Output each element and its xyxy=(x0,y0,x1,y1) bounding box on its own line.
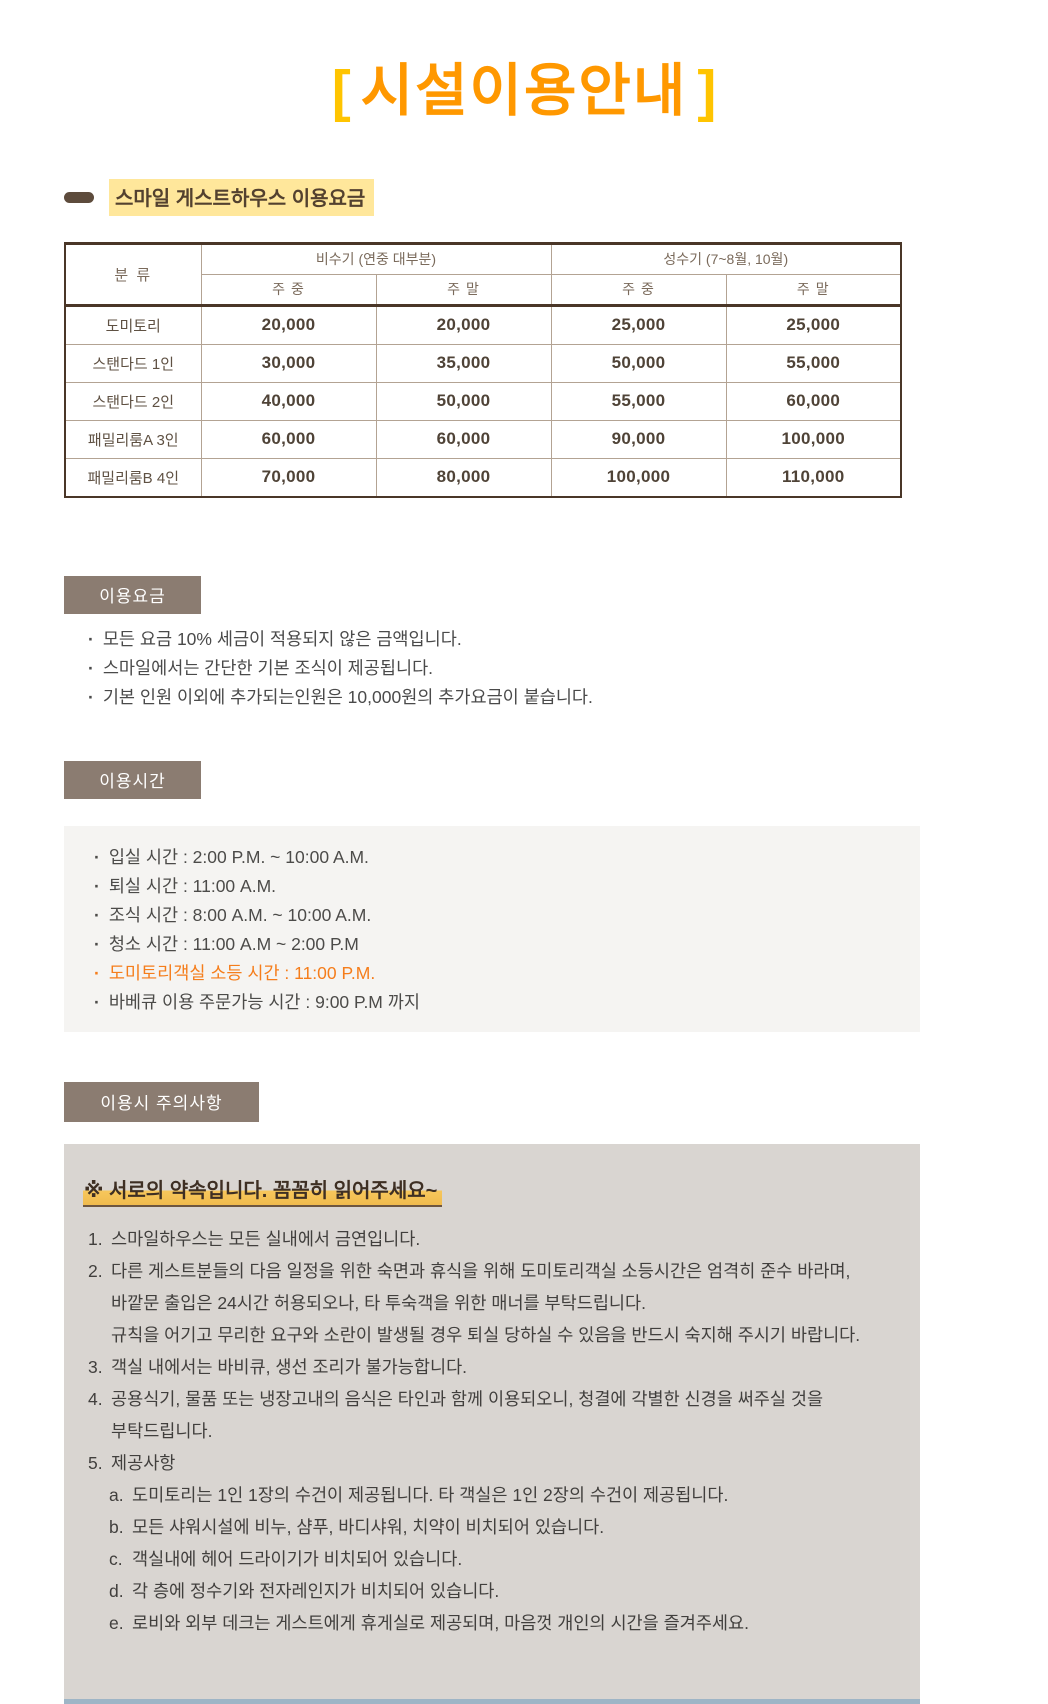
pricing-heading-label: 스마일 게스트하우스 이용요금 xyxy=(109,178,375,216)
hours-item: 퇴실 시간 : 11:00 A.M. xyxy=(94,872,920,901)
room-type: 도미토리 xyxy=(64,304,202,345)
hours-badge: 이용시간 xyxy=(64,760,201,799)
page-title: [시설이용안내] xyxy=(0,0,1048,133)
fee-item: 스마일에서는 간단한 기본 조식이 제공됩니다. xyxy=(88,654,1048,683)
notice-item: 4. 공용식기, 물품 또는 냉장고내의 음식은 타인과 함께 이용되오니, 청… xyxy=(88,1388,824,1409)
fees-list: 모든 요금 10% 세금이 적용되지 않은 금액입니다. 스마일에서는 간단한 … xyxy=(88,625,1048,712)
price-cell: 40,000 xyxy=(200,381,377,421)
price-cell: 55,000 xyxy=(725,343,902,383)
notice-sub-item: a. 도미토리는 1인 1장의 수건이 제공됩니다. 타 객실은 1인 2장의 … xyxy=(109,1484,729,1505)
price-cell: 70,000 xyxy=(200,457,377,498)
promise-heading-text: ※ 서로의 약속입니다. 꼼꼼히 읽어주세요~ xyxy=(83,1179,443,1207)
table-row: 도미토리 20,000 20,000 25,000 25,000 xyxy=(64,304,902,345)
table-row: 스탠다드 1인 30,000 35,000 50,000 55,000 xyxy=(64,343,902,383)
price-cell: 25,000 xyxy=(725,304,902,345)
price-cell: 55,000 xyxy=(550,381,727,421)
room-type: 패밀리룸A 3인 xyxy=(64,419,202,459)
hours-item-lights-out: 도미토리객실 소등 시간 : 11:00 P.M. xyxy=(94,959,920,988)
table-header-weekend: 주 말 xyxy=(725,273,902,307)
table-sub-header-row: 주 중 주 말 주 중 주 말 xyxy=(65,273,902,307)
price-cell: 20,000 xyxy=(375,304,552,345)
notice-item: 3. 객실 내에서는 바비큐, 생선 조리가 불가능합니다. xyxy=(88,1356,468,1377)
notice-sub-item: c. 객실내에 헤어 드라이기가 비치되어 있습니다. xyxy=(109,1548,463,1569)
price-cell: 110,000 xyxy=(725,457,902,498)
notice-list: 1. 스마일하우스는 모든 실내에서 금연입니다. 2. 다른 게스트분들의 다… xyxy=(76,1223,890,1639)
price-cell: 30,000 xyxy=(200,343,377,383)
notice-sub-item: e. 로비와 외부 데크는 게스트에게 휴게실로 제공되며, 마음껏 개인의 시… xyxy=(109,1612,749,1633)
table-header-weekend: 주 말 xyxy=(375,273,552,307)
price-cell: 80,000 xyxy=(375,457,552,498)
title-bracket-left: [ xyxy=(331,59,351,123)
hours-box: 입실 시간 : 2:00 P.M. ~ 10:00 A.M. 퇴실 시간 : 1… xyxy=(64,825,920,1032)
room-type: 스탠다드 1인 xyxy=(64,343,202,383)
price-cell: 20,000 xyxy=(200,304,377,345)
price-cell: 90,000 xyxy=(550,419,727,459)
table-header-offseason: 비수기 (연중 대부분) xyxy=(200,242,552,275)
table-row: 스탠다드 2인 40,000 50,000 55,000 60,000 xyxy=(64,381,902,421)
price-cell: 35,000 xyxy=(375,343,552,383)
fee-item: 모든 요금 10% 세금이 적용되지 않은 금액입니다. xyxy=(88,625,1048,654)
notice-box: ※ 서로의 약속입니다. 꼼꼼히 읽어주세요~ 1. 스마일하우스는 모든 실내… xyxy=(64,1143,920,1702)
promise-heading: ※ 서로의 약속입니다. 꼼꼼히 읽어주세요~ xyxy=(83,1174,890,1207)
title-bracket-right: ] xyxy=(697,59,717,123)
price-cell: 50,000 xyxy=(550,343,727,383)
room-type: 스탠다드 2인 xyxy=(64,381,202,421)
price-cell: 100,000 xyxy=(725,419,902,459)
notice-item: 2. 다른 게스트분들의 다음 일정을 위한 숙면과 휴식을 위해 도미토리객실… xyxy=(88,1260,851,1281)
hours-item: 조식 시간 : 8:00 A.M. ~ 10:00 A.M. xyxy=(94,901,920,930)
fee-item: 기본 인원 이외에 추가되는인원은 10,000원의 추가요금이 붙습니다. xyxy=(88,683,1048,712)
notice-sub-item: b. 모든 샤워시설에 비누, 샴푸, 바디샤워, 치약이 비치되어 있습니다. xyxy=(109,1516,605,1537)
price-cell: 100,000 xyxy=(550,457,727,498)
hours-item: 바베큐 이용 주문가능 시간 : 9:00 P.M 까지 xyxy=(94,988,920,1017)
pricing-table: 분 류 비수기 (연중 대부분) 성수기 (7~8월, 10월) 주 중 주 말… xyxy=(64,241,902,498)
table-header-peakseason: 성수기 (7~8월, 10월) xyxy=(550,242,902,275)
table-row: 패밀리룸A 3인 60,000 60,000 90,000 100,000 xyxy=(64,419,902,459)
notice-item-continuation: 바깥문 출입은 24시간 허용되오나, 타 투숙객을 위한 매너를 부탁드립니다… xyxy=(111,1292,646,1313)
price-cell: 60,000 xyxy=(375,419,552,459)
notice-item-continuation: 규칙을 어기고 무리한 요구와 소란이 발생될 경우 퇴실 당하실 수 있음을 … xyxy=(111,1324,861,1345)
room-type: 패밀리룸B 4인 xyxy=(64,457,202,498)
table-group-header-row: 분 류 비수기 (연중 대부분) 성수기 (7~8월, 10월) xyxy=(64,242,902,307)
hours-item: 입실 시간 : 2:00 P.M. ~ 10:00 A.M. xyxy=(94,843,920,872)
hours-item: 청소 시간 : 11:00 A.M ~ 2:00 P.M xyxy=(94,930,920,959)
page-title-text: 시설이용안내 xyxy=(360,59,688,123)
price-cell: 50,000 xyxy=(375,381,552,421)
table-header-weekday: 주 중 xyxy=(200,273,377,307)
price-cell: 25,000 xyxy=(550,304,727,345)
price-cell: 60,000 xyxy=(725,381,902,421)
notice-sub-item: d. 각 층에 정수기와 전자레인지가 비치되어 있습니다. xyxy=(109,1580,500,1601)
notice-item: 1. 스마일하우스는 모든 실내에서 금연입니다. xyxy=(88,1228,421,1249)
table-row: 패밀리룸B 4인 70,000 80,000 100,000 110,000 xyxy=(64,457,902,498)
pricing-section-heading: 스마일 게스트하우스 이용요금 xyxy=(64,178,1048,216)
dash-icon xyxy=(64,191,94,203)
fees-badge: 이용요금 xyxy=(64,575,201,614)
notice-item: 5. 제공사항 xyxy=(88,1452,176,1473)
hours-list: 입실 시간 : 2:00 P.M. ~ 10:00 A.M. 퇴실 시간 : 1… xyxy=(94,843,920,1017)
next-section-strip xyxy=(64,1699,920,1704)
notice-item-continuation: 부탁드립니다. xyxy=(111,1420,213,1441)
price-cell: 60,000 xyxy=(200,419,377,459)
table-header-weekday: 주 중 xyxy=(550,273,727,307)
table-header-category: 분 류 xyxy=(64,242,202,307)
notice-badge: 이용시 주의사항 xyxy=(64,1081,259,1122)
